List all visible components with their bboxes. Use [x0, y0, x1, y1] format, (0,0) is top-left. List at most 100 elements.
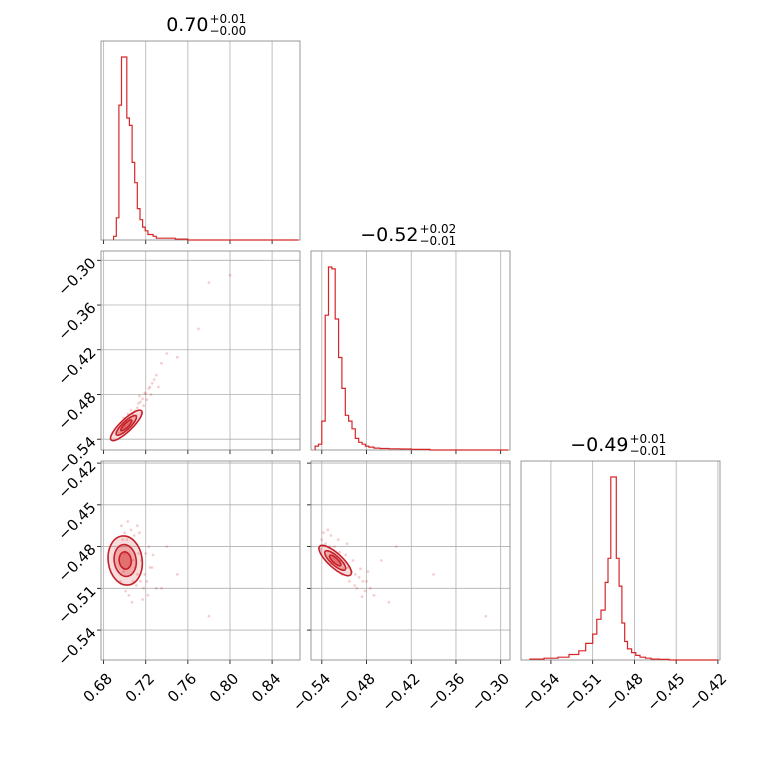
y-tick-label: −0.36: [54, 299, 99, 344]
scatter-point: [129, 408, 133, 412]
scatter-point: [320, 538, 324, 541]
scatter-point: [134, 584, 138, 587]
scatter-point: [138, 531, 141, 535]
scatter-point: [394, 545, 398, 548]
scatter-point: [157, 385, 160, 389]
contour-line: [323, 549, 347, 572]
scatter-point: [336, 538, 340, 541]
scatter-point: [135, 524, 139, 528]
panel-frame: [100, 460, 301, 661]
title-upper-error: +0.01: [210, 12, 247, 26]
y-tick-label: −0.51: [54, 582, 99, 627]
scatter-point: [160, 586, 163, 590]
x-tick-label: 0.84: [248, 670, 284, 706]
x-tick-label: −0.36: [423, 670, 468, 715]
scatter-point: [353, 573, 357, 576]
scatter-point: [344, 553, 348, 557]
scatter-point: [368, 586, 372, 590]
scatter-point: [147, 387, 151, 390]
scatter-point: [143, 391, 147, 395]
scatter-point: [137, 552, 140, 555]
scatter-point: [160, 361, 163, 365]
scatter-point: [124, 589, 128, 593]
panel-1-0: [97, 250, 301, 454]
scatter-point: [366, 570, 370, 573]
scatter-point: [148, 566, 152, 569]
scatter-point: [122, 570, 125, 573]
scatter-point: [360, 595, 364, 599]
scatter-point: [135, 406, 139, 410]
scatter-point: [175, 573, 179, 576]
title-value: −0.49: [570, 434, 628, 456]
density-fill: [329, 555, 341, 566]
scatter-point: [359, 567, 362, 571]
panel-2-1: [307, 460, 511, 664]
contour-line: [318, 544, 353, 577]
scatter-point: [338, 550, 342, 554]
scatter-point: [197, 327, 200, 331]
scatter-point: [324, 542, 327, 546]
title-upper-error: +0.02: [420, 222, 457, 236]
title-value: 0.70: [166, 14, 208, 36]
scatter-point: [355, 586, 359, 590]
panel-frame: [310, 250, 511, 451]
x-tick-label: −0.30: [468, 670, 513, 715]
scatter-point: [333, 545, 336, 548]
density-fill: [318, 545, 352, 576]
scatter-point: [142, 586, 146, 590]
x-tick-label: −0.48: [602, 670, 647, 715]
scatter-point: [141, 598, 145, 601]
contour-line: [118, 551, 133, 570]
scatter-point: [144, 392, 148, 396]
panel-0-0: [100, 40, 301, 244]
scatter-point: [152, 378, 156, 381]
scatter-point: [135, 573, 139, 576]
x-tick-label: −0.42: [685, 670, 730, 715]
title-value: −0.52: [360, 224, 418, 246]
scatter-point: [138, 394, 141, 398]
y-tick-label: −0.48: [54, 388, 99, 433]
scatter-point: [121, 538, 124, 541]
panel-frame: [520, 460, 721, 661]
title-lower-error: −0.00: [210, 24, 247, 38]
joint-area-0: [109, 273, 232, 442]
scatter-point: [345, 542, 349, 546]
contour-line: [109, 409, 143, 442]
scatter-point: [165, 545, 169, 548]
scatter-point: [141, 397, 145, 401]
scatter-point: [321, 531, 325, 535]
scatter-point: [165, 352, 169, 355]
x-tick-label: −0.42: [378, 670, 423, 715]
panel-frame: [310, 460, 511, 661]
scatter-point: [150, 381, 154, 385]
density-fill: [114, 544, 137, 577]
scatter-point: [351, 559, 355, 562]
scatter-point: [126, 520, 130, 523]
scatter-point: [146, 593, 150, 597]
x-tick-label: −0.45: [643, 670, 688, 715]
contour-line: [115, 414, 138, 437]
scatter-point: [139, 580, 142, 583]
scatter-point: [361, 580, 365, 583]
scatter-point: [148, 385, 152, 389]
panel-title-1: −0.52 +0.02−0.01: [360, 222, 456, 248]
scatter-point: [154, 373, 158, 377]
histogram-1: [314, 266, 509, 451]
title-upper-error: +0.01: [630, 432, 667, 446]
scatter-point: [363, 589, 367, 593]
x-tick-label: −0.54: [518, 670, 563, 715]
scatter-point: [149, 393, 153, 396]
scatter-point: [353, 584, 356, 587]
scatter-point: [120, 524, 123, 528]
panel-title-2: −0.49 +0.01−0.01: [570, 432, 666, 458]
histogram-0: [113, 56, 299, 241]
x-tick-label: 0.80: [206, 670, 242, 706]
panel-1-1: [310, 250, 511, 454]
x-tick-label: 0.72: [122, 670, 158, 706]
title-lower-error: −0.01: [420, 234, 457, 248]
x-tick-label: −0.54: [289, 670, 334, 715]
contour-line: [113, 543, 138, 578]
scatter-point: [387, 600, 391, 604]
y-tick-label: −0.48: [54, 540, 99, 585]
